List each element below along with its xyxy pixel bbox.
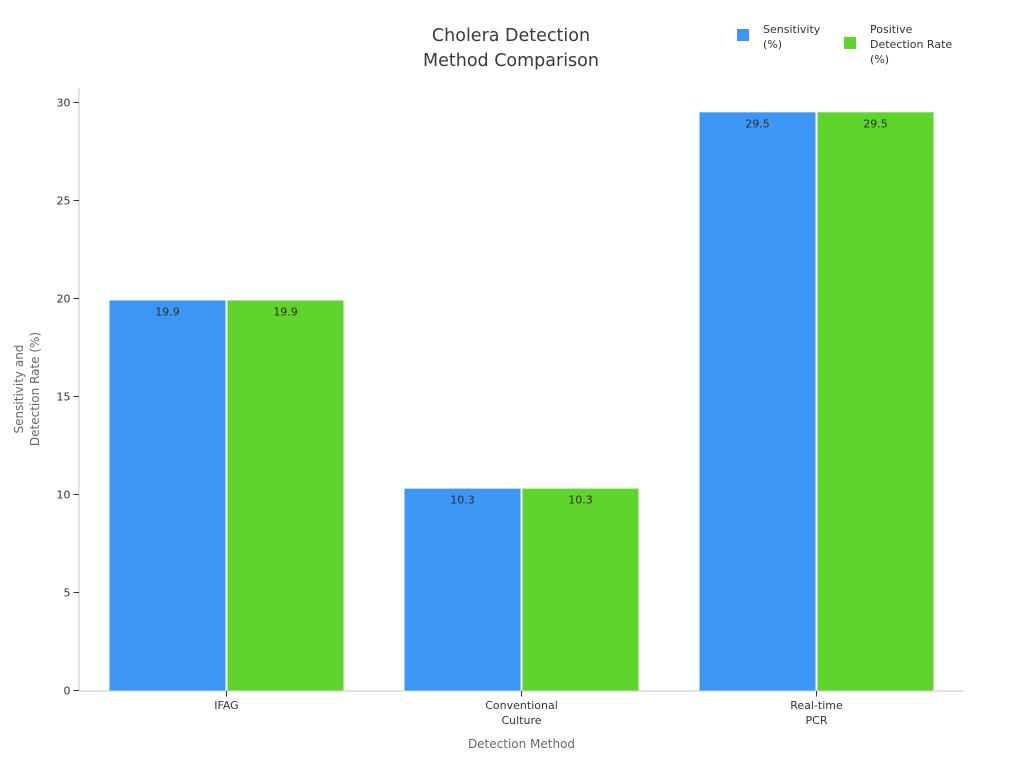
chart-title-line-2: Method Comparison xyxy=(423,51,599,71)
x-category-label: IFAG xyxy=(214,699,238,712)
legend-swatch-positive-detection-rate-icon xyxy=(844,37,856,49)
bar-value-label: 19.9 xyxy=(273,305,298,318)
y-tick-label: 25 xyxy=(57,195,71,208)
legend-item-sensitivity: Sensitivity (%) xyxy=(737,22,820,52)
y-tick-label: 10 xyxy=(57,489,71,502)
bar-value-label: 19.9 xyxy=(155,305,180,318)
chart-title-line-1: Cholera Detection xyxy=(431,26,591,46)
bar xyxy=(109,300,226,691)
legend-label-line: (%) xyxy=(870,53,890,66)
bar xyxy=(227,300,344,691)
y-axis-title: Sensitivity and Detection Rate (%) xyxy=(11,269,43,509)
legend-label-line: Detection Rate xyxy=(870,38,953,51)
y-tick-label: 20 xyxy=(57,293,71,306)
bar xyxy=(817,112,934,691)
y-tick-label: 15 xyxy=(57,391,71,404)
legend-label-line: Positive xyxy=(870,23,913,36)
x-category-label: Real-time xyxy=(790,699,843,712)
y-tick-label: 30 xyxy=(57,97,71,110)
x-axis-title: Detection Method xyxy=(467,737,576,751)
y-tick-label: 5 xyxy=(64,587,71,600)
legend-label-line: Sensitivity xyxy=(763,23,821,36)
bar-value-label: 29.5 xyxy=(745,117,770,130)
bar xyxy=(404,488,521,691)
x-category-label: Conventional xyxy=(485,699,558,712)
bar xyxy=(699,112,816,691)
y-tick-label: 0 xyxy=(64,685,71,698)
bar-value-label: 10.3 xyxy=(568,494,593,507)
y-axis-title-line: Sensitivity and xyxy=(12,344,26,434)
legend-label-sensitivity: Sensitivity (%) xyxy=(763,22,820,52)
x-category-label: PCR xyxy=(806,714,828,727)
x-category-label: Culture xyxy=(501,714,541,727)
legend-label-line: (%) xyxy=(763,38,783,51)
legend-label-positive-detection-rate: Positive Detection Rate (%) xyxy=(870,22,952,67)
y-axis-title-line: Detection Rate (%) xyxy=(28,331,42,447)
bar-value-label: 10.3 xyxy=(450,494,475,507)
chart-title: Cholera Detection Method Comparison xyxy=(0,24,1022,74)
legend-item-positive-detection-rate: Positive Detection Rate (%) xyxy=(844,22,952,67)
bar xyxy=(522,488,639,691)
bar-value-label: 29.5 xyxy=(863,117,888,130)
legend-swatch-sensitivity-icon xyxy=(737,29,749,41)
